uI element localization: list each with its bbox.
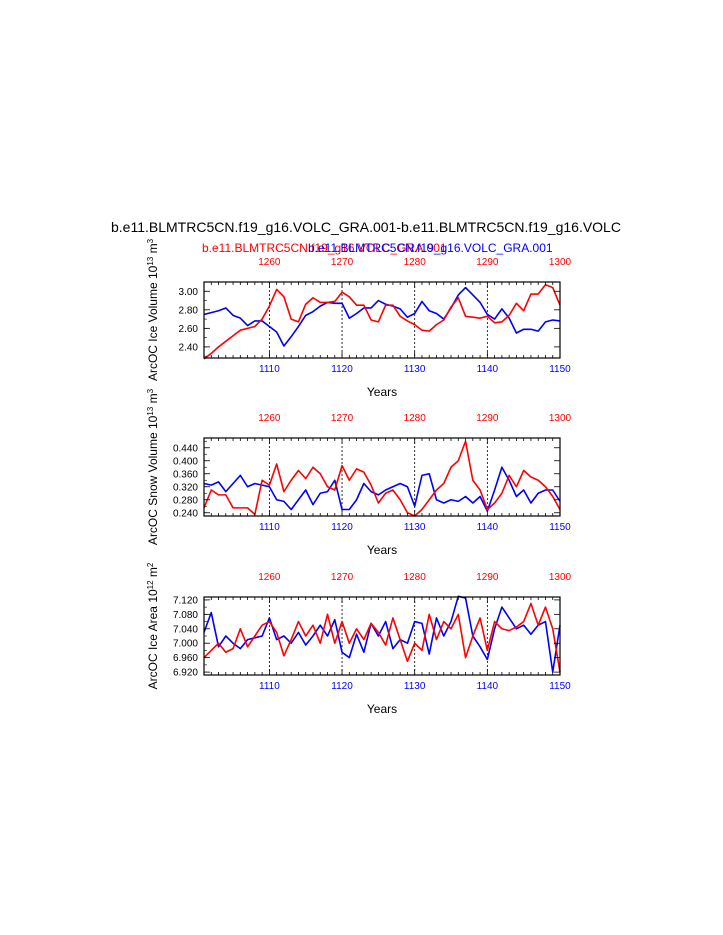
subtitle-blue: b.e11.BLMTRC5CN.f19_g16.VOLC_GRA.001 <box>308 241 553 255</box>
chart-panel-1: 1110 1120 1130 1140 1150 1260 1270 1280 1290 1300… <box>146 238 572 399</box>
x-tick-label-bottom: 1150 <box>549 522 571 533</box>
x-tick-label-top: 1300 <box>549 257 572 268</box>
x-tick-label-top: 1290 <box>476 413 499 424</box>
x-axis-label: Years <box>367 702 397 716</box>
chart-panel-2: 1110 1120 1130 1140 1150 1260 1270 1280 1290 1300… <box>146 388 572 557</box>
series-line-red <box>203 440 561 517</box>
x-tick-label-top: 1260 <box>258 257 281 268</box>
y-tick-label: 0.280 <box>173 495 198 506</box>
series-line-blue <box>203 466 561 512</box>
x-axis-label: Years <box>367 385 397 399</box>
y-tick-label: 7.080 <box>173 610 198 621</box>
plot-frame <box>203 437 561 517</box>
y-tick-label: 0.400 <box>173 456 198 467</box>
x-tick-label-top: 1280 <box>404 413 427 424</box>
y-tick-label: 7.040 <box>173 624 198 635</box>
y-tick-label: 2.80 <box>179 305 199 316</box>
y-tick-label: 7.000 <box>173 639 198 650</box>
x-tick-label-bottom: 1150 <box>549 364 571 375</box>
y-tick-label: 6.960 <box>173 653 198 664</box>
x-tick-label-top: 1270 <box>331 257 354 268</box>
subtitle-red: b.e11.BLMTRC5CN.f19_g16.VOLC_GRA.001 <box>202 241 447 255</box>
main-title: b.e11.BLMTRC5CN.f19_g16.VOLC_GRA.001-b.e… <box>111 219 621 235</box>
x-tick-label-bottom: 1110 <box>259 522 280 533</box>
x-axis-label: Years <box>367 543 397 557</box>
y-tick-label: 0.240 <box>173 508 198 519</box>
x-tick-label-top: 1290 <box>476 572 499 583</box>
x-tick-label-top: 1300 <box>549 413 572 424</box>
series-line-blue <box>203 595 561 673</box>
y-axis-label: ArcOC Snow Volume 1013 m3 <box>146 388 161 545</box>
x-tick-label-bottom: 1150 <box>549 681 571 692</box>
x-tick-label-bottom: 1130 <box>404 522 426 533</box>
series-line-red <box>203 602 561 673</box>
x-tick-label-bottom: 1120 <box>331 522 353 533</box>
x-tick-label-top: 1280 <box>404 257 427 268</box>
x-tick-label-bottom: 1130 <box>404 681 426 692</box>
y-tick-label: 7.120 <box>173 595 198 606</box>
y-tick-label: 0.320 <box>173 482 198 493</box>
chart-panel-3: 1110 1120 1130 1140 1150 1260 1270 1280 1290 1300… <box>146 562 572 716</box>
x-tick-label-bottom: 1130 <box>404 364 426 375</box>
x-tick-label-bottom: 1110 <box>259 681 280 692</box>
y-tick-label: 2.40 <box>179 342 199 353</box>
x-tick-label-top: 1260 <box>258 413 281 424</box>
x-tick-label-bottom: 1110 <box>259 364 280 375</box>
x-tick-label-bottom: 1140 <box>477 364 499 375</box>
x-tick-label-bottom: 1140 <box>477 681 499 692</box>
y-tick-label: 0.440 <box>173 443 198 454</box>
x-tick-label-top: 1260 <box>258 572 281 583</box>
x-tick-label-top: 1270 <box>331 413 354 424</box>
y-axis-label: ArcOC Ice Area 1012 m2 <box>146 562 161 689</box>
x-tick-label-top: 1290 <box>476 257 499 268</box>
y-tick-label: 0.360 <box>173 469 198 480</box>
plot-frame <box>203 596 561 676</box>
x-tick-label-top: 1270 <box>331 572 354 583</box>
series-line-blue <box>203 286 561 347</box>
y-tick-label: 6.920 <box>173 668 198 679</box>
x-tick-label-bottom: 1140 <box>477 522 499 533</box>
y-tick-label: 2.60 <box>179 324 199 335</box>
plot-frame <box>203 281 561 359</box>
x-tick-label-bottom: 1120 <box>331 681 353 692</box>
y-axis-label: ArcOC Ice Volume 1013 m3 <box>146 238 161 381</box>
y-tick-label: 3.00 <box>179 287 199 298</box>
x-tick-label-top: 1280 <box>404 572 427 583</box>
series-line-red <box>203 283 561 360</box>
x-tick-label-bottom: 1120 <box>331 364 353 375</box>
x-tick-label-top: 1300 <box>549 572 572 583</box>
